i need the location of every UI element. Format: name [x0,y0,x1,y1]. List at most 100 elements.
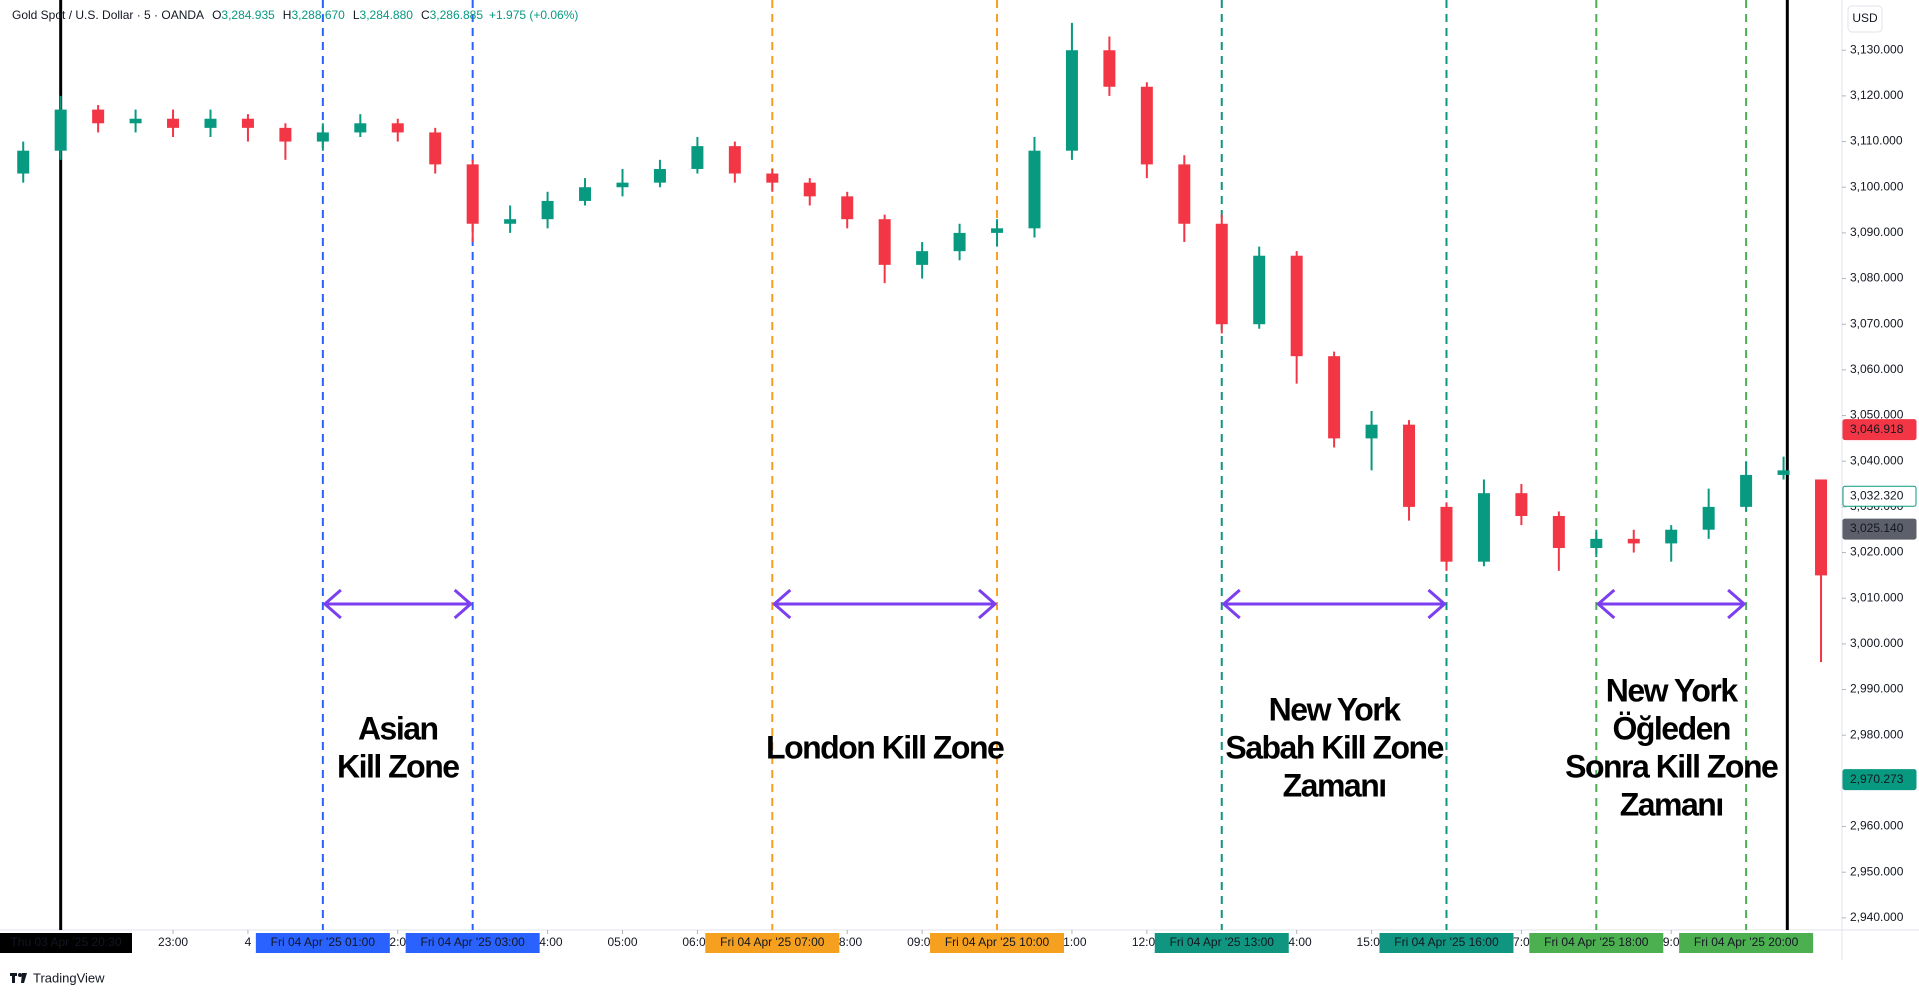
price-label-box [1842,485,1917,507]
zone-time-box [255,933,390,953]
y-tick-label: 3,040.000 [1850,453,1904,467]
candle-body [1477,493,1490,562]
price-label: 3,046.918 [1850,422,1904,436]
candle-body [616,182,629,188]
candle-body [92,109,105,124]
candle-body [241,118,254,128]
zone-time-label: Fri 04 Apr '25 01:00 [271,935,376,949]
brand: TradingView [33,970,105,985]
candle-body [579,187,592,201]
candle-body [204,118,217,128]
candle-body [1590,538,1603,548]
price-label: 3,025.140 [1850,521,1904,535]
zone-time-box [1679,933,1814,953]
y-tick-label: 2,990.000 [1850,682,1904,696]
zone-time-label: Fri 04 Apr '25 13:00 [1170,935,1275,949]
x-tick-label: 02:00 [383,935,413,949]
y-tick-label: 3,050.000 [1850,408,1904,422]
zone-time-label: Fri 04 Apr '25 10:00 [945,935,1050,949]
zone-time-box [1379,933,1514,953]
candle-body [1290,255,1303,357]
session-label-box [0,933,132,953]
x-tick-label: 14:00 [1282,935,1312,949]
ohlc-key: O [212,8,221,22]
ohlc-value: 3,288.670 [291,8,345,22]
candle-body [391,123,404,133]
x-tick-label: 17:00 [1506,935,1536,949]
y-tick-label: 2,940.000 [1850,910,1904,924]
candle-body [1065,50,1078,151]
candle-body [466,164,479,224]
candle-body [1777,470,1790,475]
candle-body [541,200,554,220]
zone-label: Asian [358,710,438,746]
zone-time-box [405,933,540,953]
y-tick-label: 3,120.000 [1850,88,1904,102]
zone-label: Sonra Kill Zone [1565,748,1778,784]
currency-box [1847,5,1883,33]
zone-time-box [930,933,1065,953]
session-label: Thu 03 Apr '25 20:30 [10,935,121,949]
x-tick-label: 08:00 [832,935,862,949]
ohlc-value: 3,284.935 [221,8,275,22]
ohlc-key: L [353,8,360,22]
y-tick-label: 3,060.000 [1850,362,1904,376]
y-tick-label: 2,960.000 [1850,819,1904,833]
currency: USD [1852,11,1878,25]
candle-body [1365,424,1378,439]
candle-body [1028,150,1041,229]
y-tick-label: 3,000.000 [1850,636,1904,650]
zone-time-label: Fri 04 Apr '25 20:00 [1694,935,1799,949]
candle-body [1103,50,1116,87]
arrow-head [322,588,342,620]
x-tick-label: 23:00 [158,935,188,949]
zone-time-box [705,933,840,953]
candle-body [1665,529,1678,544]
candle-body [878,219,891,265]
x-tick-label: 12:00 [1132,935,1162,949]
symbol: Gold Spot / U.S. Dollar · 5 · OANDA [12,8,204,22]
x-tick-label: 4 [245,935,252,949]
arrow-head [1427,588,1447,620]
candle-body [728,146,741,174]
candle-body [991,228,1004,233]
zone-label: Zamanı [1283,767,1386,803]
candle-body [17,150,30,174]
candle-body [803,182,816,197]
y-tick-label: 3,130.000 [1850,42,1904,56]
x-tick-label: 15:00 [1357,935,1387,949]
price-label: 3,032.320 [1850,488,1904,502]
change: +1.975 (+0.06%) [489,8,578,22]
zone-time-label: Fri 04 Apr '25 16:00 [1394,935,1499,949]
y-tick-label: 3,080.000 [1850,271,1904,285]
candle-body [916,251,929,265]
zone-time-box [1154,933,1289,953]
candle-body [354,123,367,133]
candle-body [429,132,442,165]
brand-logo [10,973,27,983]
arrow-head [772,588,792,620]
candle-body [316,132,329,142]
x-tick-label: 11:00 [1057,935,1086,949]
candle-body [691,146,704,169]
zone-label: Sabah Kill Zone [1225,729,1443,765]
ohlc-value: 3,286.885 [430,8,484,22]
candle-body [1515,493,1528,517]
y-tick-label: 3,090.000 [1850,225,1904,239]
candle-body [1702,506,1715,530]
arrow-head [1221,588,1241,620]
candle-body [841,196,854,220]
price-label-box [1842,419,1917,441]
candle-body [1815,479,1828,576]
candle-body [1552,516,1565,548]
plot [17,0,1828,930]
candle-body [953,232,966,252]
zone-time-label: Fri 04 Apr '25 18:00 [1544,935,1649,949]
zone-label: Öğleden [1612,710,1730,746]
zone-label: New York [1606,672,1739,708]
arrow-head [453,588,473,620]
header: Gold Spot / U.S. Dollar · 5 · OANDA O3,28… [12,8,578,22]
x-tick-label: 19:00 [1656,935,1686,949]
